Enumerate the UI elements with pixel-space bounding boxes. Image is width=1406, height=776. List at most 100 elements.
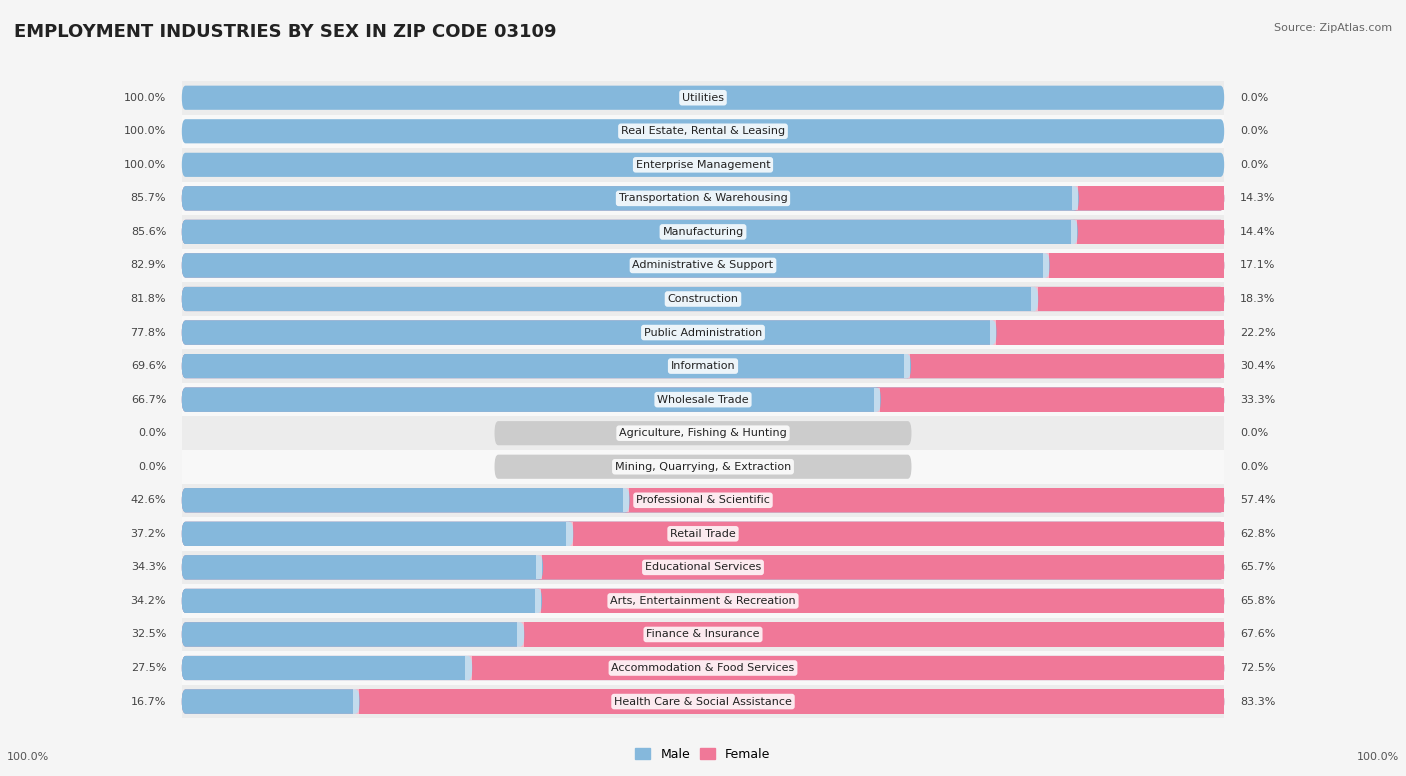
Bar	[990, 320, 995, 345]
Text: 65.8%: 65.8%	[1240, 596, 1275, 606]
Text: Wholesale Trade: Wholesale Trade	[657, 395, 749, 404]
FancyBboxPatch shape	[517, 622, 1225, 646]
FancyBboxPatch shape	[181, 656, 1225, 680]
FancyBboxPatch shape	[181, 320, 1225, 345]
Text: Information: Information	[671, 361, 735, 371]
FancyBboxPatch shape	[988, 320, 1225, 345]
FancyBboxPatch shape	[181, 320, 1225, 345]
FancyBboxPatch shape	[181, 656, 472, 680]
Text: 83.3%: 83.3%	[1240, 697, 1275, 707]
Bar	[1071, 186, 1078, 210]
FancyBboxPatch shape	[181, 254, 1050, 278]
FancyBboxPatch shape	[534, 589, 1225, 613]
Bar	[181, 651, 1225, 684]
Bar	[468, 656, 1225, 680]
Bar	[181, 551, 1225, 584]
Text: EMPLOYMENT INDUSTRIES BY SEX IN ZIP CODE 03109: EMPLOYMENT INDUSTRIES BY SEX IN ZIP CODE…	[14, 23, 557, 41]
Bar	[181, 182, 1225, 215]
FancyBboxPatch shape	[181, 622, 524, 646]
Text: Professional & Scientific: Professional & Scientific	[636, 495, 770, 505]
Bar	[567, 521, 572, 546]
Text: Public Administration: Public Administration	[644, 327, 762, 338]
Text: Educational Services: Educational Services	[645, 563, 761, 573]
FancyBboxPatch shape	[181, 320, 997, 345]
FancyBboxPatch shape	[181, 153, 1225, 177]
Text: Health Care & Social Assistance: Health Care & Social Assistance	[614, 697, 792, 707]
Bar	[181, 148, 1225, 182]
Text: 14.4%: 14.4%	[1240, 227, 1275, 237]
Bar	[181, 248, 1225, 282]
Bar	[181, 215, 1225, 248]
Bar	[1046, 254, 1225, 278]
FancyBboxPatch shape	[181, 656, 1225, 680]
Text: 0.0%: 0.0%	[138, 462, 166, 472]
Text: 18.3%: 18.3%	[1240, 294, 1275, 304]
Text: 69.6%: 69.6%	[131, 361, 166, 371]
Text: 72.5%: 72.5%	[1240, 663, 1275, 673]
Bar	[1071, 220, 1077, 244]
Text: 42.6%: 42.6%	[131, 495, 166, 505]
FancyBboxPatch shape	[181, 387, 880, 412]
FancyBboxPatch shape	[181, 521, 1225, 546]
Bar	[623, 488, 628, 512]
Text: 66.7%: 66.7%	[131, 395, 166, 404]
Bar	[181, 618, 1225, 651]
Text: 85.6%: 85.6%	[131, 227, 166, 237]
FancyBboxPatch shape	[495, 421, 911, 445]
FancyBboxPatch shape	[904, 354, 1225, 378]
Text: 67.6%: 67.6%	[1240, 629, 1275, 639]
Text: Real Estate, Rental & Leasing: Real Estate, Rental & Leasing	[621, 126, 785, 137]
FancyBboxPatch shape	[181, 254, 1225, 278]
FancyBboxPatch shape	[873, 387, 1225, 412]
Text: 82.9%: 82.9%	[131, 261, 166, 271]
FancyBboxPatch shape	[181, 488, 630, 512]
FancyBboxPatch shape	[181, 220, 1078, 244]
FancyBboxPatch shape	[181, 186, 1078, 210]
Text: 100.0%: 100.0%	[1357, 752, 1399, 761]
FancyBboxPatch shape	[536, 556, 1225, 580]
Bar	[181, 81, 1225, 115]
Text: Transportation & Warehousing: Transportation & Warehousing	[619, 193, 787, 203]
FancyBboxPatch shape	[181, 387, 1225, 412]
Text: Administrative & Support: Administrative & Support	[633, 261, 773, 271]
FancyBboxPatch shape	[465, 656, 1225, 680]
Text: 0.0%: 0.0%	[1240, 462, 1268, 472]
FancyBboxPatch shape	[181, 488, 1225, 512]
FancyBboxPatch shape	[181, 354, 1225, 378]
FancyBboxPatch shape	[1070, 220, 1225, 244]
Bar	[538, 589, 1225, 613]
Text: 62.8%: 62.8%	[1240, 528, 1275, 539]
Bar	[356, 689, 1225, 714]
Text: 77.8%: 77.8%	[131, 327, 166, 338]
Bar	[517, 622, 523, 646]
FancyBboxPatch shape	[181, 689, 360, 714]
FancyBboxPatch shape	[1042, 254, 1225, 278]
FancyBboxPatch shape	[181, 589, 1225, 613]
FancyBboxPatch shape	[181, 220, 1225, 244]
Bar	[540, 556, 1225, 580]
FancyBboxPatch shape	[621, 488, 1225, 512]
FancyBboxPatch shape	[181, 488, 1225, 512]
Text: Construction: Construction	[668, 294, 738, 304]
Bar	[181, 316, 1225, 349]
FancyBboxPatch shape	[181, 186, 1225, 210]
FancyBboxPatch shape	[1031, 287, 1225, 311]
Bar	[536, 556, 543, 580]
FancyBboxPatch shape	[181, 387, 1225, 412]
Text: 65.7%: 65.7%	[1240, 563, 1275, 573]
Text: 100.0%: 100.0%	[124, 92, 166, 102]
Text: 17.1%: 17.1%	[1240, 261, 1275, 271]
Text: 16.7%: 16.7%	[131, 697, 166, 707]
Text: 0.0%: 0.0%	[1240, 126, 1268, 137]
FancyBboxPatch shape	[181, 354, 1225, 378]
Text: Mining, Quarrying, & Extraction: Mining, Quarrying, & Extraction	[614, 462, 792, 472]
Bar	[181, 349, 1225, 383]
Text: 0.0%: 0.0%	[1240, 92, 1268, 102]
FancyBboxPatch shape	[181, 287, 1225, 311]
Bar	[465, 656, 471, 680]
FancyBboxPatch shape	[1071, 186, 1225, 210]
FancyBboxPatch shape	[181, 556, 1225, 580]
Text: 30.4%: 30.4%	[1240, 361, 1275, 371]
Text: Utilities: Utilities	[682, 92, 724, 102]
Text: Source: ZipAtlas.com: Source: ZipAtlas.com	[1274, 23, 1392, 33]
